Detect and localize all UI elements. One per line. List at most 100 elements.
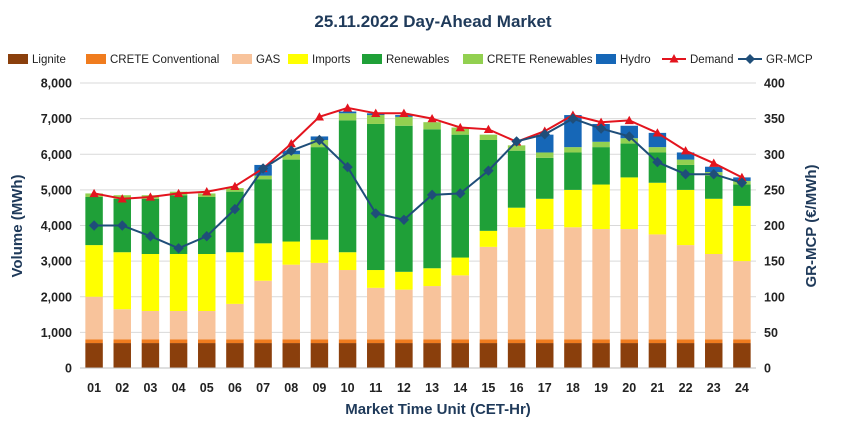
x-tick-label: 24 [735,381,749,395]
x-tick-label: 10 [341,381,355,395]
bar-renewables [479,140,498,231]
bar-crete-conventional [676,339,695,344]
x-tick-label: 03 [143,381,157,395]
x-tick-label: 09 [312,381,326,395]
bar-gas [141,311,160,340]
bar-gas [423,286,441,340]
bar-imports [85,245,103,297]
bar-imports [479,230,498,247]
marker-gr-mcp [398,214,410,225]
bar-lignite [733,343,751,368]
bar-crete-renewables [423,122,441,130]
marker-demand [652,128,663,137]
marker-demand [89,188,99,198]
legend-swatch-crete-conventional [86,54,106,64]
marker-demand [483,124,494,133]
y-tick-label: 5,000 [41,183,72,197]
x-tick-label: 14 [453,381,467,395]
marker-demand [371,108,381,117]
x-tick-label: 19 [594,381,608,395]
legend-label-hydro: Hydro [620,54,651,66]
x-tick-label: 02 [115,381,129,395]
legend-swatch-renewables [362,54,382,64]
y2-tick-label: 400 [764,77,785,91]
bar-crete-conventional [226,339,244,344]
legend-swatch-gas [232,54,252,64]
bar-renewables [254,179,272,244]
bar-gas [254,280,272,340]
marker-gr-mcp [483,165,494,176]
bar-gas [507,227,526,340]
legend-label-lignite: Lignite [32,54,66,66]
bar-renewables [338,120,357,253]
marker-gr-mcp [314,134,325,146]
x-axis-label: Market Time Unit (CET-Hr) [345,401,531,418]
legend-label-gas: GAS [256,54,281,66]
bar-gas [226,303,244,340]
bar-lignite [254,343,272,368]
marker-gr-mcp [229,203,241,215]
bar-imports [198,254,216,311]
y-tick-label: 0 [65,362,72,376]
bar-hydro [338,111,357,114]
bar-crete-conventional [338,339,357,344]
bar-renewables [367,123,385,271]
stacked-bars [85,111,751,368]
marker-gr-mcp [201,230,212,242]
marker-gr-mcp [342,161,353,173]
marker-gr-mcp [455,188,466,199]
bar-crete-conventional [592,339,610,344]
bar-gas [198,311,216,340]
x-tick-label: 12 [397,381,411,395]
bar-renewables [705,175,723,199]
legend-marker-demand [669,54,679,63]
marker-demand [117,194,127,203]
bar-renewables [507,150,526,208]
bar-imports [676,189,695,246]
line-gr-mcp [94,117,743,250]
bar-lignite [620,343,638,368]
bar-crete-renewables [507,145,526,151]
marker-gr-mcp [370,208,381,219]
x-tick-label: 16 [510,381,524,395]
bar-renewables [592,147,610,185]
y2-tick-label: 350 [764,112,785,126]
x-tick-label: 18 [566,381,580,395]
bar-renewables [226,191,244,253]
bar-crete-renewables [367,115,385,124]
bar-gas [113,309,131,340]
bar-crete-renewables [648,147,667,153]
marker-demand [202,187,212,196]
bar-imports [536,198,554,230]
marker-gr-mcp [173,243,184,254]
bar-crete-renewables [676,159,695,165]
marker-demand [596,117,606,126]
bar-crete-conventional [198,339,216,344]
x-tick-label: 22 [679,381,693,395]
x-tick-label: 13 [425,381,439,395]
x-tick-label: 17 [538,381,552,395]
bar-crete-renewables [282,154,300,160]
bar-gas [85,296,103,340]
bar-crete-conventional [282,339,300,344]
line-series [88,103,748,254]
bar-renewables [141,198,160,254]
legend-label-crete-renewables: CRETE Renewables [487,54,593,66]
bar-renewables [282,159,300,242]
bar-imports [338,252,357,271]
bar-imports [620,177,638,230]
line-demand [93,106,743,200]
bar-crete-conventional [310,339,329,344]
marker-gr-mcp [652,156,663,168]
bar-crete-conventional [733,339,751,344]
x-tick-label: 01 [87,381,101,395]
bar-renewables [310,147,329,240]
marker-gr-mcp [511,136,522,147]
bar-gas [338,270,357,340]
bar-crete-renewables [254,175,272,180]
y-tick-label: 1,000 [41,326,72,340]
bar-imports [451,257,469,276]
legend-swatch-crete-renewables [463,54,483,64]
bar-gas [395,289,413,340]
